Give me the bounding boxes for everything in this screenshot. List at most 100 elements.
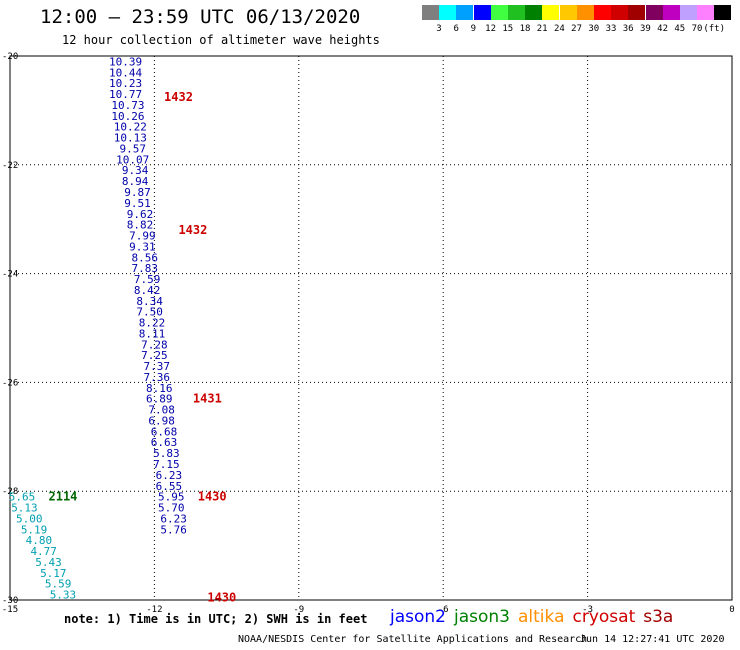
colorbar-swatch [594, 5, 611, 20]
x-tick-label: -3 [582, 605, 593, 615]
colorbar-label: 45 [674, 24, 686, 34]
colorbar-label: 15 [502, 24, 514, 34]
colorbar-swatch [525, 5, 543, 20]
data-point-jason2: 9.31 [129, 240, 156, 253]
data-point-jason3: 5.65 [9, 491, 36, 504]
colorbar-swatch [576, 5, 594, 20]
colorbar-label: 27 [571, 24, 583, 34]
colorbar-label: 33 [605, 24, 617, 34]
data-point-jason2: 5.95 [158, 491, 185, 504]
data-point-jason2: 8.42 [134, 284, 161, 297]
colorbar-swatch [628, 5, 646, 20]
data-point-jason2: 10.44 [109, 66, 142, 79]
colorbar-label: 18 [519, 24, 531, 34]
satellite-legend-altika: altika [518, 607, 565, 627]
data-point-jason2: 7.28 [141, 338, 168, 351]
colorbar-label: 24 [553, 24, 565, 34]
y-tick-label: -22 [2, 161, 18, 171]
data-point-jason2: 7.08 [148, 404, 175, 417]
colorbar-swatch [697, 5, 715, 20]
time-label: 1432 [164, 90, 193, 104]
colorbar-label: 9 [470, 24, 477, 34]
page-title: 12:00 – 23:59 UTC 06/13/2020 [40, 6, 361, 28]
data-point-jason2: 7.15 [153, 458, 180, 471]
data-point-jason2: 8.94 [122, 175, 149, 188]
data-point-jason3: 4.80 [26, 534, 53, 547]
x-tick-label: -6 [438, 605, 449, 615]
credits-text: NOAA/NESDIS Center for Satellite Applica… [238, 634, 588, 645]
data-point-jason3: 5.43 [35, 556, 62, 569]
colorbar-label: 12 [485, 24, 497, 34]
colorbar-label: 6 [453, 24, 459, 34]
time-label: 1430 [207, 590, 236, 604]
timestamp-text: Jun 14 12:27:41 UTC 2020 [580, 634, 725, 645]
x-tick-label: -15 [2, 605, 18, 615]
data-point-jason2: 6.98 [148, 414, 175, 427]
colorbar-label: (ft) [703, 24, 726, 34]
data-point-jason2: 10.26 [111, 110, 144, 123]
data-point-jason2: 7.36 [144, 371, 171, 384]
time-label: 2114 [49, 490, 78, 504]
colorbar-swatch [645, 5, 663, 20]
colorbar-swatch [680, 5, 697, 20]
data-point-jason2: 10.07 [116, 153, 149, 166]
page-subtitle: 12 hour collection of altimeter wave hei… [62, 33, 380, 47]
note-text: note: 1) Time is in UTC; 2) SWH is in fe… [64, 612, 368, 626]
x-tick-label: -9 [293, 605, 304, 615]
colorbar-swatch [508, 5, 525, 20]
colorbar-label: 36 [622, 24, 634, 34]
data-point-jason3: 5.33 [50, 589, 77, 602]
data-point-jason2: 7.37 [144, 360, 171, 373]
data-point-jason2: 9.57 [119, 142, 146, 155]
colorbar-swatch [456, 5, 474, 20]
data-point-jason2: 6.68 [151, 425, 178, 438]
colorbar-swatch [662, 5, 680, 20]
data-point-jason2: 5.83 [153, 447, 180, 460]
x-tick-label: -12 [146, 605, 162, 615]
y-tick-label: -26 [2, 378, 18, 388]
data-point-jason2: 6.89 [146, 393, 173, 406]
data-point-jason3: 5.13 [11, 502, 38, 515]
y-tick-label: -20 [2, 52, 18, 62]
data-point-jason2: 7.99 [129, 230, 156, 243]
data-point-jason2: 5.70 [158, 502, 185, 515]
data-point-jason3: 4.77 [30, 545, 57, 558]
data-point-jason2: 7.50 [136, 306, 163, 319]
data-point-jason2: 8.16 [146, 382, 173, 395]
data-point-jason2: 9.34 [122, 164, 149, 177]
data-point-jason3: 5.59 [45, 578, 72, 591]
colorbar-swatch [439, 5, 457, 20]
colorbar-swatch [611, 5, 629, 20]
time-label: 1432 [178, 223, 207, 237]
data-point-jason2: 8.34 [136, 295, 163, 308]
satellite-legend-cryosat: cryosat [572, 607, 636, 627]
data-point-jason2: 6.23 [160, 512, 187, 525]
colorbar-label: 30 [588, 24, 600, 34]
data-point-jason2: 10.77 [109, 88, 142, 101]
colorbar-label: 21 [536, 24, 548, 34]
y-tick-label: -30 [2, 596, 18, 606]
data-point-jason2: 10.39 [109, 55, 142, 68]
satellite-legend-jason2: jason2 [390, 607, 446, 627]
data-point-jason2: 10.13 [114, 132, 147, 145]
colorbar-swatch [714, 5, 732, 20]
data-point-jason2: 8.11 [139, 327, 166, 340]
data-point-jason2: 6.55 [156, 480, 183, 493]
colorbar-swatch [559, 5, 577, 20]
colorbar-label: 42 [657, 24, 669, 34]
colorbar-label: 39 [639, 24, 651, 34]
data-point-jason2: 7.59 [134, 273, 161, 286]
data-point-jason2: 10.73 [111, 99, 144, 112]
data-point-jason2: 8.56 [132, 251, 159, 264]
x-tick-label: 0 [729, 605, 734, 615]
data-point-jason2: 10.22 [114, 121, 147, 134]
data-point-jason3: 5.17 [40, 567, 67, 580]
satellite-legend-jason3: jason3 [454, 607, 510, 627]
data-point-jason2: 7.25 [141, 349, 168, 362]
data-point-jason2: 9.62 [127, 208, 154, 221]
satellite-legend: jason2 jason3 altika cryosat s3a [390, 607, 681, 627]
data-point-jason3: 5.19 [21, 523, 48, 536]
data-point-jason2: 9.87 [124, 186, 151, 199]
data-point-jason3: 5.00 [16, 512, 43, 525]
colorbar-swatch [490, 5, 508, 20]
